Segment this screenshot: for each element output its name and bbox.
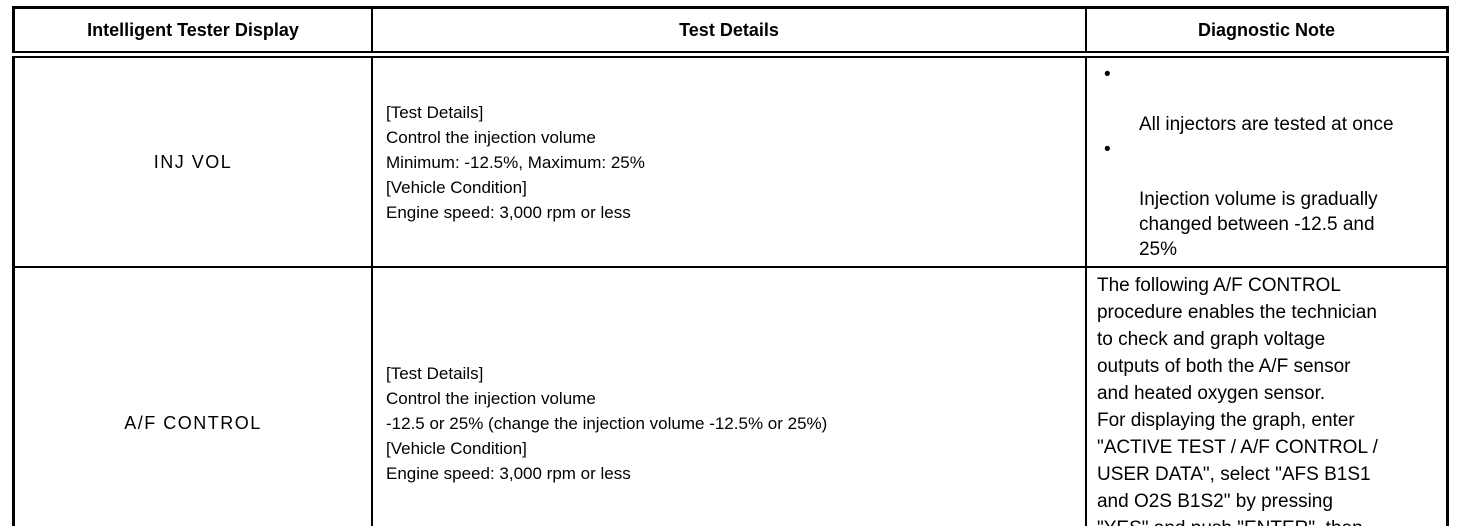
test-details-af-control: [Test Details] Control the injection vol… [371,266,1087,526]
diagnostic-note-af-control: The following A/F CONTROL procedure enab… [1084,266,1449,526]
bullet-item-text: Injection volume is gradually changed be… [1138,189,1378,260]
diagnostic-note-bullet-item: • Injection volume is gradually changed … [1087,137,1442,262]
tester-display-value-inj-vol: INJ VOL [12,53,373,268]
diagnostic-test-table: Intelligent Tester Display Test Details … [12,6,1449,526]
diagnostic-note-bullet-list: • All injectors are tested at once • Inj… [1087,62,1442,262]
table-header-row: Intelligent Tester Display Test Details … [12,6,1449,58]
column-header-intelligent-tester-display: Intelligent Tester Display [12,6,373,58]
tester-display-value-af-control: A/F CONTROL [12,266,373,526]
diagnostic-note-inj-vol: • All injectors are tested at once • Inj… [1084,53,1449,268]
diagnostic-note-bullet-item: • All injectors are tested at once [1087,62,1442,137]
bullet-icon: • [1103,139,1111,160]
column-header-diagnostic-note: Diagnostic Note [1084,6,1449,58]
bullet-item-text: All injectors are tested at once [1138,114,1394,135]
table-row-inj-vol: INJ VOL [Test Details] Control the injec… [12,53,1449,268]
bullet-icon: • [1103,64,1111,85]
test-details-inj-vol: [Test Details] Control the injection vol… [371,53,1087,268]
column-header-test-details: Test Details [371,6,1087,58]
table-row-af-control: A/F CONTROL [Test Details] Control the i… [12,266,1449,526]
